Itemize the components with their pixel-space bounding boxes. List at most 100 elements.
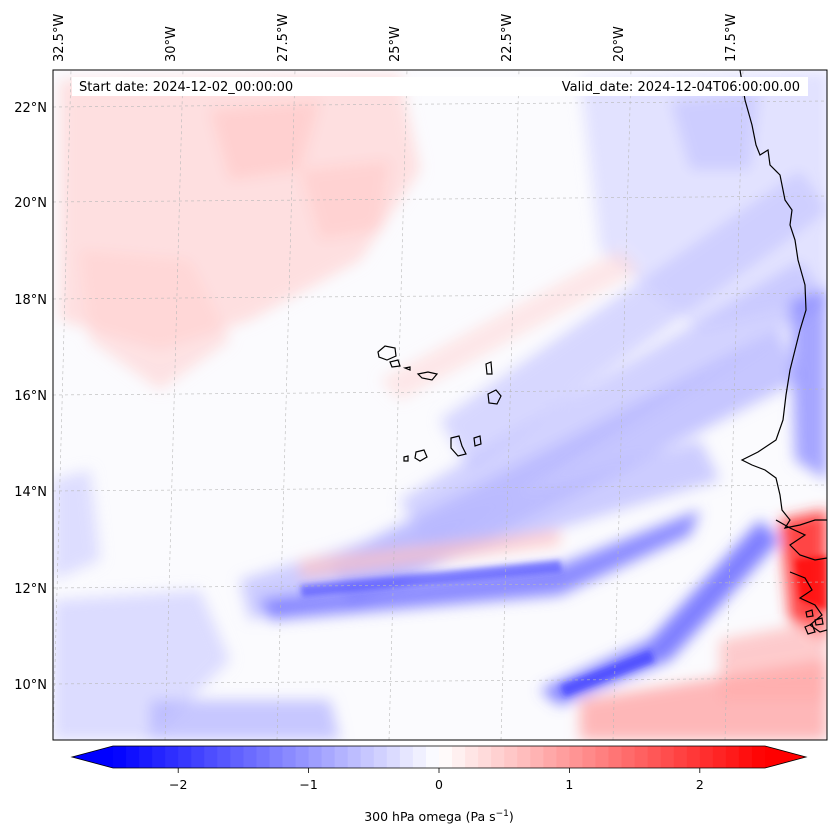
colorbar-step [334,746,349,768]
latitude-label: 14°N [14,485,47,500]
bijagos-islands [804,609,824,635]
colorbar-step [686,746,701,768]
colorbar-step [282,746,297,768]
colorbar-title-main: 300 hPa omega (Pa s [364,809,495,824]
colorbar-step [321,746,336,768]
colorbar-step [673,746,688,768]
meridian-line [164,70,184,740]
valid-date-label: Valid_date: 2024-12-04T06:00:00.00 [562,80,800,95]
latitude-label: 16°N [14,389,47,404]
latitude-label: 12°N [14,582,47,597]
longitude-label: 17.5°W [724,14,739,62]
colorbar-step [439,746,453,768]
colorbar-title-exponent: −1 [496,809,509,819]
colorbar-step [738,746,753,768]
colorbar-step [230,746,244,768]
guinea-bissau-coast [789,571,827,633]
longitude-label: 22.5°W [500,14,515,62]
colorbar-step [373,746,388,768]
latitude-label: 18°N [14,293,47,308]
meridian-line [276,70,296,740]
colorbar-outline [70,745,808,769]
colorbar-step [504,746,518,768]
omega-field [53,70,827,740]
africa-coastline [739,70,827,529]
colorbar-step [269,746,284,768]
colorbar-step [139,746,153,768]
colorbar-step [412,746,427,768]
colorbar-step [530,746,544,768]
fogo-island [414,449,428,462]
colorbar-step [165,746,179,768]
colorbar-step [543,746,557,768]
colorbar-step [478,746,492,768]
meridian-line [388,70,408,740]
colorbar-step [660,746,675,768]
colorbar-tick-label: −2 [169,777,187,792]
colorbar-step [399,746,414,768]
longitude-labels: 32.5°W 30°W 27.5°W 25°W 22.5°W 20°W 17.5°W [52,14,739,62]
start-date-label: Start date: 2024-12-02_00:00:00 [79,80,293,95]
gambia-coast [775,519,827,561]
colorbar-step [712,746,727,768]
colorbar-step [608,746,623,768]
colorbar-step [751,746,766,768]
sao-vicente-island [389,359,401,368]
santa-luzia-island [402,366,411,371]
longitude-label: 30°W [164,26,179,62]
colorbar-step [452,746,466,768]
latitude-labels: 22°N 20°N 18°N 16°N 14°N 12°N 10°N [14,101,47,693]
meridian-line [724,70,744,740]
colorbar-tick-label: 2 [696,777,704,792]
colorbar-extend-max [765,746,806,768]
maio-island [473,435,482,447]
longitude-label: 32.5°W [52,14,67,62]
colorbar-step [256,746,271,768]
coastlines [377,70,827,635]
colorbar-step [647,746,662,768]
colorbar-step [595,746,610,768]
meridian-line [53,70,72,740]
colorbar-step [621,746,636,768]
colorbar-step [517,746,531,768]
colorbar-step [113,746,127,768]
colorbar-step [347,746,362,768]
sal-island [485,361,493,375]
colorbar-step [582,746,597,768]
colorbar-steps [113,746,766,768]
colorbar-step [634,746,649,768]
longitude-label: 27.5°W [276,14,291,62]
colorbar-tick-label: 1 [565,777,573,792]
latitude-label: 20°N [14,196,47,211]
colorbar: −2 −1 0 1 2 300 hPa omega (Pa s−1) [70,745,808,824]
colorbar-step [217,746,231,768]
meridian-line [612,70,632,740]
santiago-island [450,435,467,457]
boa-vista-island [487,389,502,405]
colorbar-step [191,746,205,768]
colorbar-step [556,746,570,768]
latitude-label: 10°N [14,678,47,693]
colorbar-step [178,746,192,768]
map-frame [52,69,828,741]
meridian-line [500,70,520,740]
colorbar-tick-label: 0 [435,777,443,792]
santo-antao-island [377,345,397,361]
colorbar-step [295,746,310,768]
colorbar-step [465,746,479,768]
brava-island [403,455,409,462]
longitude-label: 25°W [388,26,403,62]
date-header-band [72,77,808,96]
sao-nicolau-island [416,371,439,381]
colorbar-step [152,746,166,768]
colorbar-step [425,746,440,768]
colorbar-step [126,746,140,768]
colorbar-step [360,746,375,768]
colorbar-step [699,746,714,768]
colorbar-step [243,746,258,768]
map-panel[interactable]: Start date: 2024-12-02_00:00:00 Valid_da… [52,69,830,741]
longitude-label: 20°W [612,26,627,62]
colorbar-step [308,746,323,768]
colorbar-title: 300 hPa omega (Pa s−1) [364,809,514,824]
